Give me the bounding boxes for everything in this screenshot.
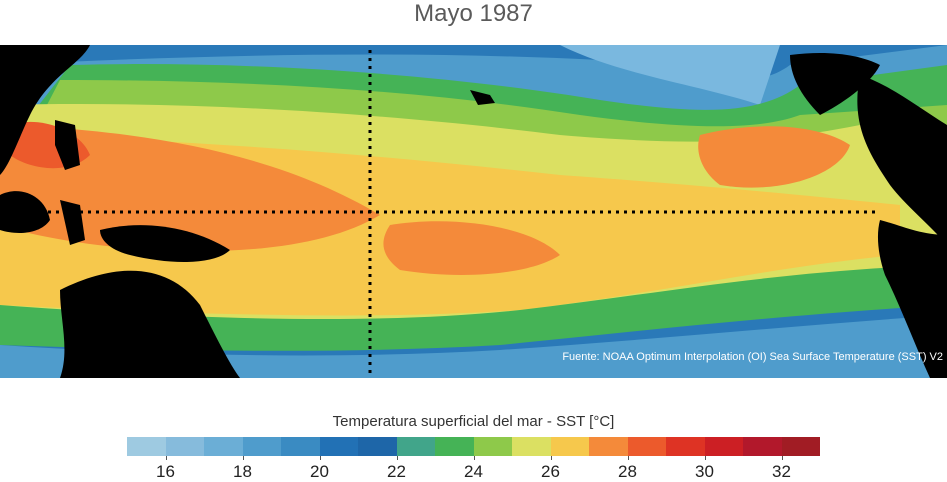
colorbar-tick	[550, 456, 552, 460]
colorbar-tick	[473, 456, 475, 460]
ocean-band-29c	[698, 126, 850, 188]
colorbar-label: Temperatura superficial del mar - SST [°…	[332, 413, 615, 430]
land-hawaii	[470, 90, 495, 105]
colorbar-cell	[165, 437, 204, 456]
land	[0, 45, 947, 378]
land-mexico	[790, 53, 880, 115]
colorbar-ticks: 16 18 20 22 24 26 28 30 32	[127, 456, 820, 481]
colorbar-cell	[281, 437, 320, 456]
colorbar-cell	[127, 437, 166, 456]
colorbar-tick-label: 18	[233, 462, 252, 481]
colorbar-cell	[627, 437, 666, 456]
colorbar-tick	[319, 456, 321, 460]
colorbar-tick	[704, 456, 706, 460]
colorbar-cell	[204, 437, 243, 456]
colorbar-cell	[435, 437, 474, 456]
colorbar-tick	[165, 456, 167, 460]
colorbar	[127, 437, 820, 456]
sst-map: Fuente: NOAA Optimum Interpolation (OI) …	[0, 45, 947, 378]
colorbar-tick-label: 26	[541, 462, 560, 481]
colorbar-tick-label: 20	[310, 462, 329, 481]
colorbar-tick-label: 22	[387, 462, 406, 481]
colorbar-tick	[242, 456, 244, 460]
colorbar-cell	[358, 437, 397, 456]
colorbar-cell	[743, 437, 782, 456]
colorbar-cell	[473, 437, 512, 456]
colorbar-cell	[781, 437, 820, 456]
ocean-band-20	[560, 45, 780, 105]
colorbar-tick-label: 16	[156, 462, 175, 481]
colorbar-cell	[704, 437, 743, 456]
map-title: Mayo 1987	[414, 0, 533, 27]
ocean-band-south-26	[0, 265, 947, 351]
source-note: Fuente: NOAA Optimum Interpolation (OI) …	[562, 351, 943, 363]
colorbar-tick-label: 30	[695, 462, 714, 481]
colorbar-cell	[396, 437, 435, 456]
land-philippines	[55, 120, 80, 170]
colorbar-tick	[781, 456, 783, 460]
land-central-america	[857, 75, 947, 245]
ocean-band-south-22	[0, 315, 947, 378]
land-south-america	[877, 220, 947, 378]
land-asia	[0, 45, 90, 175]
colorbar-cell	[666, 437, 705, 456]
colorbar-tick	[396, 456, 398, 460]
colorbar-tick-label: 32	[772, 462, 791, 481]
colorbar-tick-label: 24	[464, 462, 483, 481]
land-new-guinea	[100, 225, 230, 262]
land-australia	[60, 270, 240, 378]
colorbar-tick	[627, 456, 629, 460]
ocean-band-29	[0, 125, 380, 252]
colorbar-cell	[512, 437, 551, 456]
sst-map-svg	[0, 45, 947, 378]
colorbar-tick-label: 28	[618, 462, 637, 481]
colorbar-cell	[589, 437, 628, 456]
colorbar-cell	[319, 437, 358, 456]
colorbar-cell	[242, 437, 281, 456]
colorbar-cell	[550, 437, 589, 456]
ocean-band-29b	[383, 221, 560, 275]
